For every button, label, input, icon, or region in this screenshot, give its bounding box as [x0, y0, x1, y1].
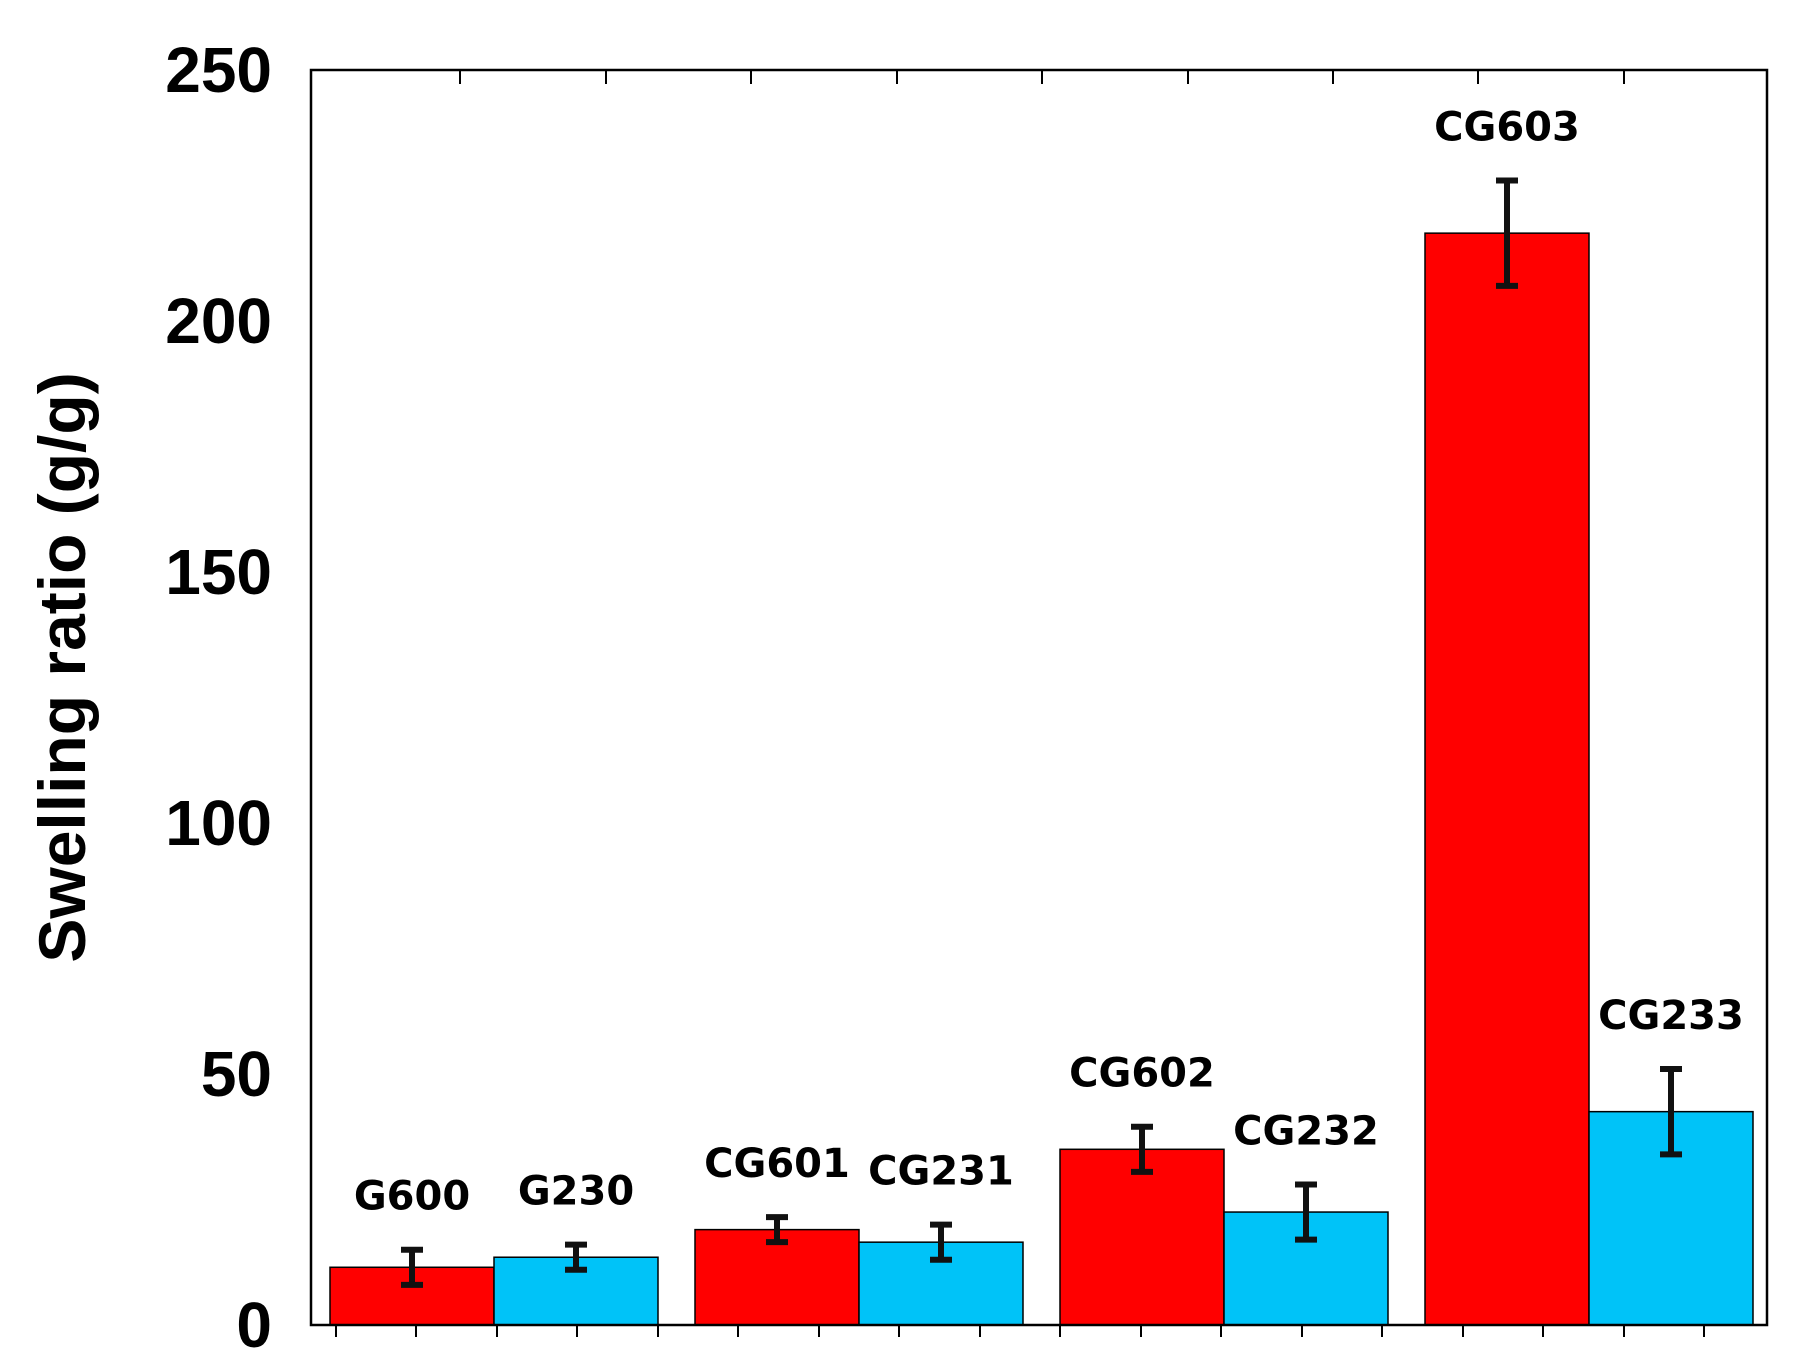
error-bar-cg603	[1496, 177, 1518, 289]
error-bar-g600	[401, 1246, 423, 1288]
error-bar-cg231	[930, 1221, 952, 1263]
bar-label: CG603	[1434, 104, 1580, 150]
axis-ticks	[335, 70, 1705, 1337]
y-tick-label: 200	[165, 285, 272, 357]
y-tick-labels: 0 50 100 150 200 250	[165, 34, 272, 1361]
error-bar-cg233	[1660, 1065, 1682, 1158]
error-bar-g230	[565, 1241, 587, 1273]
y-tick-label: 50	[201, 1038, 272, 1110]
bar-label: CG233	[1598, 993, 1744, 1039]
bar-cg603	[1424, 232, 1590, 1326]
bars	[329, 232, 1754, 1326]
bar-label: G230	[518, 1169, 634, 1215]
bar-label: CG602	[1069, 1051, 1215, 1097]
plot-frame	[309, 68, 1769, 1327]
bar-label: CG601	[704, 1141, 850, 1187]
bar-label: G600	[354, 1174, 470, 1220]
error-bar-cg232	[1295, 1181, 1317, 1243]
y-axis-title: Swelling ratio (g/g)	[25, 372, 99, 962]
error-bar-cg601	[766, 1214, 788, 1246]
bar-label: CG232	[1233, 1108, 1379, 1154]
y-tick-label: 100	[165, 787, 272, 859]
bar-cg601	[694, 1228, 860, 1326]
y-tick-label: 0	[236, 1289, 272, 1361]
bar-cg602	[1059, 1148, 1225, 1326]
error-bars	[401, 177, 1682, 1288]
bar-labels: G600 G230 CG601 CG231 CG602 CG232 CG603 CG233	[354, 104, 1744, 1219]
y-tick-label: 150	[165, 536, 272, 608]
y-tick-label: 250	[165, 34, 272, 106]
error-bar-cg602	[1131, 1123, 1153, 1175]
bar-label: CG231	[868, 1149, 1014, 1195]
